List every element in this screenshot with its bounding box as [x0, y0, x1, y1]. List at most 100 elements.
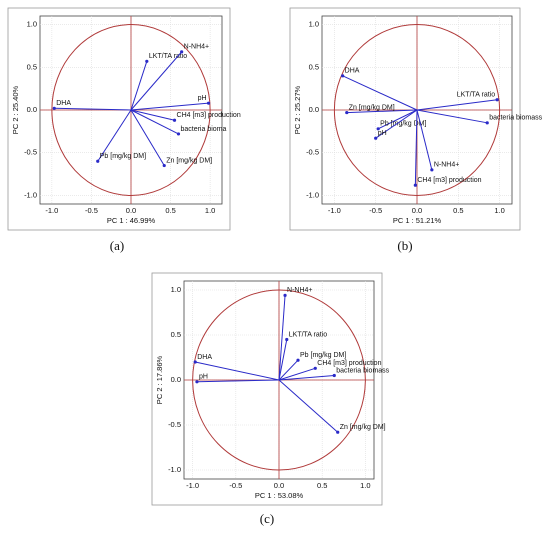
point-label: LKT/TA ratio — [457, 92, 495, 99]
point-label: Pb [mg/kg DM] — [100, 153, 146, 160]
x-tick-label: -0.5 — [369, 206, 382, 215]
x-tick-label: 1.0 — [494, 206, 504, 215]
loading-vector — [278, 367, 316, 381]
y-tick-label: 0.5 — [309, 62, 319, 71]
point-label: LKT/TA ratio — [149, 53, 187, 60]
point-label: pH — [378, 130, 387, 137]
point-label: N-NH4+ — [287, 287, 312, 294]
loading-vector — [278, 339, 288, 381]
loading-vector — [416, 109, 433, 170]
x-tick-label: 0.0 — [274, 481, 284, 490]
panel-frame — [7, 7, 231, 231]
unit-circle — [192, 289, 366, 471]
unit-circle — [333, 24, 501, 196]
x-tick-label: 0.0 — [412, 206, 422, 215]
loading-vector — [377, 109, 418, 130]
y-tick-label: -1.0 — [306, 190, 319, 199]
point-label: N-NH4+ — [184, 44, 209, 51]
x-tick-label: -0.5 — [229, 481, 242, 490]
loading-point — [332, 373, 336, 378]
y-tick-label: 0.5 — [171, 330, 181, 339]
point-label: Zn [mg/kg DM] — [340, 424, 386, 431]
loading-vector — [130, 51, 183, 111]
y-tick-label: -0.5 — [24, 148, 37, 157]
loading-point — [96, 159, 100, 163]
loading-point — [145, 59, 149, 63]
y-tick-label: 0.0 — [171, 375, 181, 384]
point-label: DHA — [56, 100, 71, 107]
point-label: DHA — [197, 354, 212, 361]
x-tick-label: 0.5 — [317, 481, 327, 490]
loading-vector — [54, 107, 132, 111]
loading-point — [374, 136, 378, 140]
point-label: bacteria biomass — [489, 115, 542, 122]
loading-vector — [130, 109, 179, 135]
point-label: Zn [mg/kg DM] — [349, 104, 395, 111]
y-tick-label: -0.5 — [306, 148, 319, 157]
panel-frame — [289, 7, 521, 231]
caption: (a) — [110, 238, 124, 253]
y-tick-label: 1.0 — [171, 285, 181, 294]
loading-vector — [97, 109, 132, 162]
loading-point — [52, 106, 56, 110]
point-label: DHA — [345, 68, 360, 75]
x-tick-label: 0.5 — [453, 206, 463, 215]
loading-point — [195, 380, 199, 384]
y-axis-label: PC 2 : 25.40% — [11, 85, 20, 134]
point-label: CH4 [m3] production — [177, 112, 241, 119]
loading-vector — [196, 379, 280, 383]
y-tick-label: 0.0 — [27, 105, 37, 114]
loading-point — [206, 101, 211, 105]
loading-vector — [414, 109, 418, 186]
point-label: LKT/TA ratio — [289, 331, 327, 338]
x-tick-label: -1.0 — [328, 206, 341, 215]
loading-point — [313, 366, 317, 370]
point-label: Pb [mg/kg DM] — [380, 121, 426, 128]
loading-point — [413, 183, 417, 187]
loading-vector — [278, 375, 335, 381]
y-tick-label: 0.0 — [309, 105, 319, 114]
point-label: pH — [199, 374, 208, 381]
loading-point — [376, 127, 380, 131]
x-tick-label: 0.0 — [126, 206, 136, 215]
x-tick-label: -1.0 — [45, 206, 58, 215]
point-label: N-NH4+ — [434, 162, 459, 169]
point-label: CH4 [m3] production — [317, 360, 381, 367]
loading-point — [341, 74, 345, 78]
loading-vector — [278, 359, 299, 381]
panel-frame — [151, 272, 383, 506]
loading-point — [336, 430, 340, 434]
unit-circle — [51, 24, 211, 196]
y-tick-label: -1.0 — [168, 465, 181, 474]
loading-point — [176, 132, 181, 136]
point-label: Pb [mg/kg DM] — [300, 352, 346, 359]
loading-vector — [375, 109, 418, 139]
loading-vector — [416, 109, 488, 124]
y-tick-label: -0.5 — [168, 420, 181, 429]
x-tick-label: 1.0 — [205, 206, 215, 215]
y-tick-label: 1.0 — [27, 20, 37, 29]
loading-vector — [130, 109, 165, 166]
loading-vector — [195, 361, 280, 381]
y-axis-label: PC 2 : 17.86% — [155, 355, 164, 404]
y-tick-label: -1.0 — [24, 190, 37, 199]
loading-point — [162, 163, 166, 168]
x-axis-label: PC 1 : 51.21% — [393, 216, 442, 225]
y-tick-label: 1.0 — [309, 20, 319, 29]
loading-point — [180, 50, 184, 54]
loading-point — [193, 360, 197, 364]
loading-point — [345, 110, 349, 115]
loading-vector — [342, 75, 418, 111]
x-tick-label: 1.0 — [360, 481, 370, 490]
loading-vector — [130, 102, 209, 111]
point-label: pH — [198, 95, 207, 102]
loading-point — [283, 293, 287, 297]
loading-vector — [278, 295, 286, 381]
loading-point — [495, 98, 499, 102]
loading-point — [485, 121, 489, 125]
loading-vector — [416, 99, 498, 111]
point-label: Zn [mg/kg DM] — [166, 157, 212, 164]
loading-vector — [130, 109, 175, 121]
